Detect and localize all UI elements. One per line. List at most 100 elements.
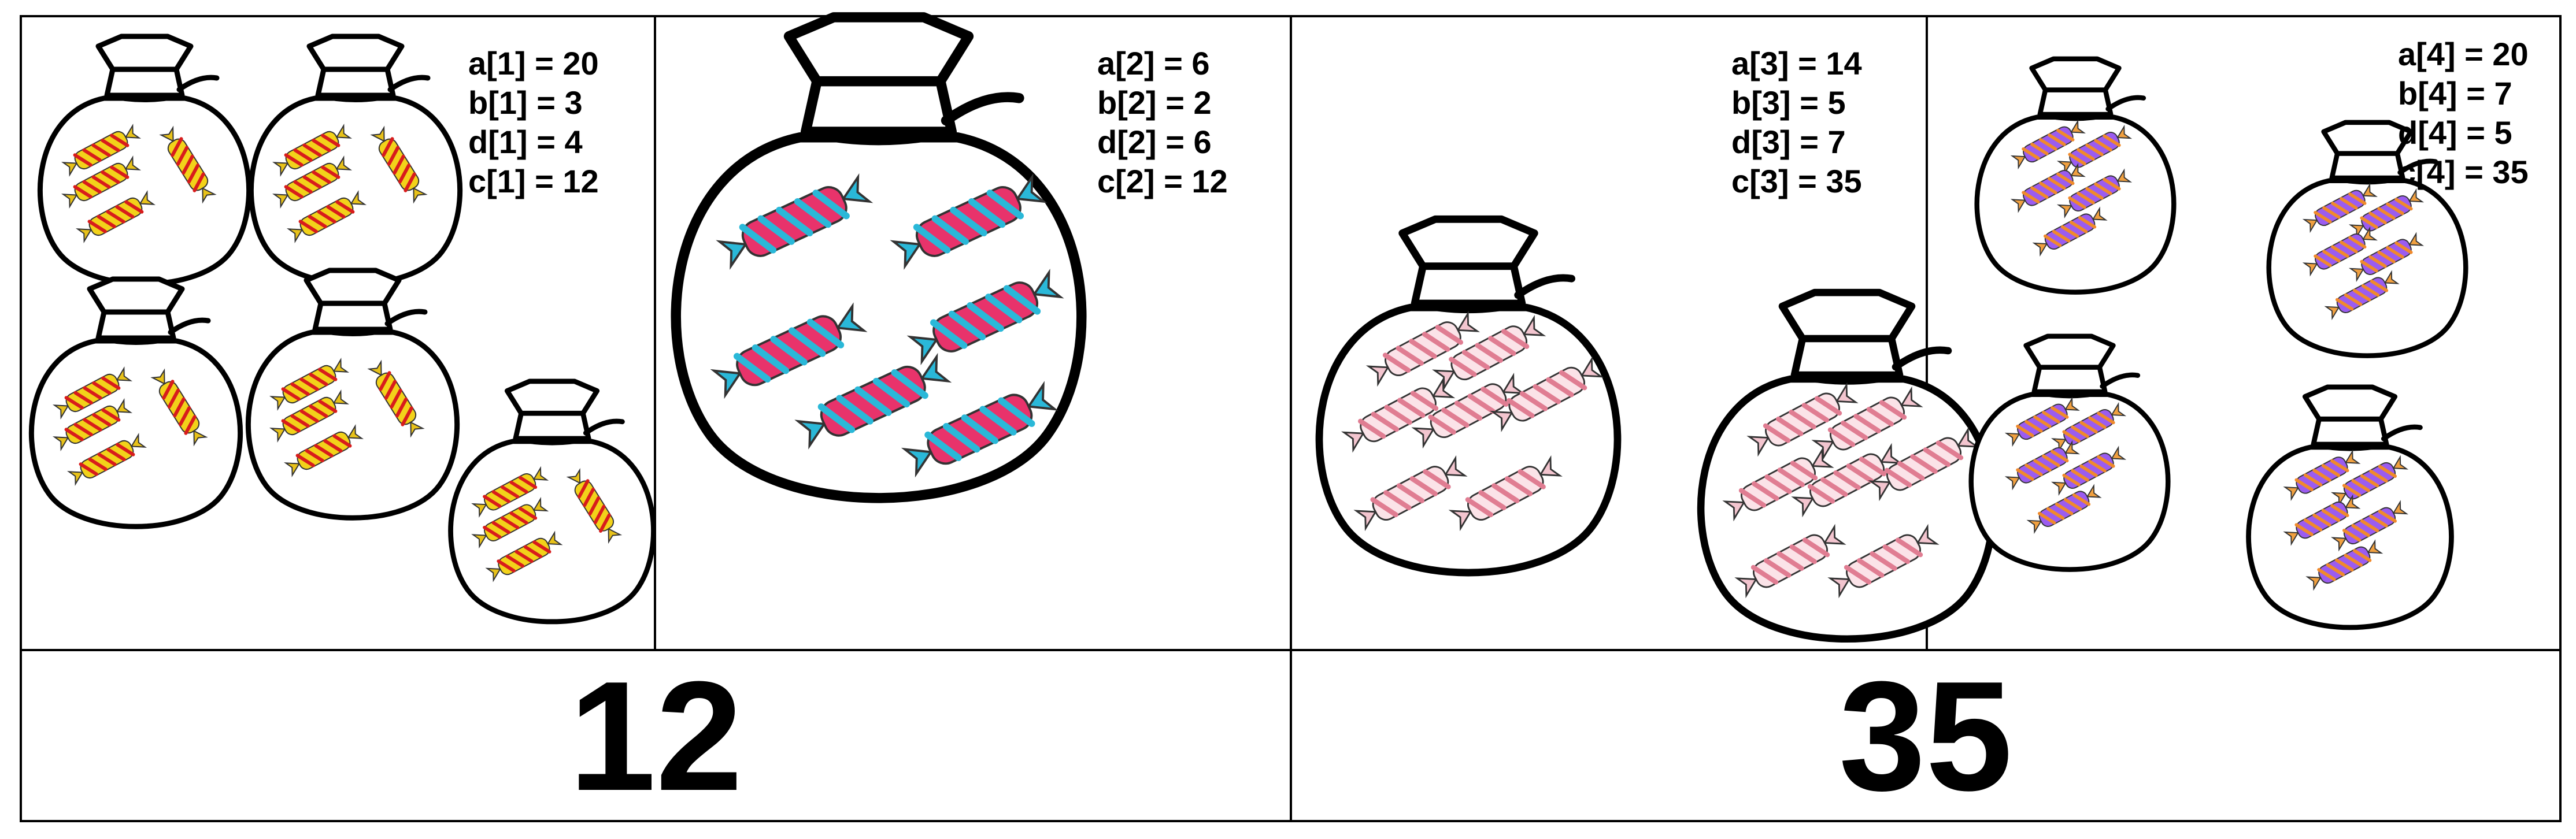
- candy-stripe: [309, 372, 328, 387]
- bag-p1-5: [448, 378, 656, 625]
- candy-stripe: [2063, 498, 2082, 511]
- candy-wrap-right: [124, 124, 142, 139]
- candy-wrap-left: [1868, 480, 1892, 502]
- candy-stripe: [2079, 421, 2098, 434]
- candy-stripe: [2368, 255, 2387, 268]
- candy-wrap-left: [150, 368, 165, 385]
- candy: [794, 352, 952, 450]
- candy-wrap-right: [1835, 382, 1859, 403]
- label-d4: d[4] = 5: [2398, 114, 2512, 151]
- candy-stripe: [854, 386, 892, 416]
- candy-stripe: [483, 525, 502, 539]
- candy: [286, 190, 367, 243]
- candy-stripe: [2335, 298, 2354, 311]
- panel-1-labels: a[1] = 20 b[1] = 3 d[1] = 4 c[1] = 12: [468, 44, 599, 201]
- candy-stripe: [2330, 504, 2349, 517]
- candy-stripe: [2039, 181, 2057, 195]
- candy-stripe: [2369, 514, 2388, 528]
- answer-right: 35: [1838, 649, 2013, 823]
- candy-stripe: [404, 172, 416, 192]
- candy-stripe: [924, 431, 962, 462]
- candy-stripe: [162, 380, 175, 400]
- candy-stripe: [2386, 202, 2404, 216]
- candy-wrap-right: [1916, 524, 1940, 545]
- candy-stripe: [2037, 511, 2056, 525]
- candy-stripe: [967, 302, 1004, 332]
- candy-stripe: [2394, 241, 2413, 254]
- candy-stripe: [2348, 236, 2367, 249]
- candy-stripe: [1827, 427, 1856, 447]
- candy-stripe: [2016, 468, 2034, 481]
- candy: [2348, 188, 2425, 239]
- candy-stripe: [483, 495, 502, 508]
- candy-stripe: [106, 447, 126, 462]
- candy-stripe: [2360, 259, 2378, 273]
- candy-wrap-right: [2064, 440, 2080, 455]
- bags-layer: [28, 12, 2468, 643]
- bag-tie: [1413, 299, 1523, 314]
- candy-wrap-left: [2051, 438, 2067, 452]
- candy-stripe: [2360, 519, 2379, 533]
- candy: [471, 466, 549, 518]
- label-b3: b[3] = 5: [1731, 84, 1846, 121]
- candy-stripe: [752, 344, 790, 374]
- candy-stripe: [497, 559, 516, 573]
- candy-wrap-right: [350, 190, 367, 205]
- candy-stripe: [2079, 464, 2098, 477]
- candy-wrap-right: [2116, 124, 2133, 139]
- candy-stripe: [1802, 537, 1830, 558]
- candy-stripe: [2351, 524, 2370, 537]
- candy: [1811, 386, 1923, 461]
- candy-stripe: [312, 138, 331, 153]
- candy-stripe: [290, 414, 310, 428]
- candy: [890, 173, 1048, 270]
- candy-stripe: [2072, 493, 2091, 506]
- candy-stripe: [2342, 484, 2362, 497]
- candy-wrap-right: [1502, 373, 1526, 394]
- candy-stripe: [1923, 447, 1950, 467]
- candy: [566, 468, 623, 544]
- candy-wrap-right: [413, 187, 428, 204]
- candy-stripe: [87, 220, 107, 233]
- candy-stripe: [2097, 455, 2115, 468]
- candy-stripe: [171, 137, 183, 157]
- candy-wrap-left: [716, 240, 748, 270]
- bag-tie: [2312, 441, 2388, 451]
- candy: [2302, 183, 2378, 233]
- candy-stripe: [2077, 148, 2095, 161]
- candy-stripe: [509, 511, 528, 525]
- bag-tie: [314, 326, 391, 336]
- candy-wrap-right: [532, 497, 549, 512]
- candy-stripe: [794, 198, 832, 228]
- candy-stripe: [1397, 398, 1426, 418]
- candy-stripe: [110, 165, 129, 179]
- label-a3: a[3] = 14: [1731, 45, 1862, 81]
- candy-stripe: [979, 406, 1017, 436]
- candy-stripe: [599, 513, 611, 533]
- candy-stripe: [2056, 172, 2075, 185]
- candy-stripe: [1807, 484, 1835, 504]
- bag-neck: [2037, 89, 2114, 117]
- candy-stripe: [501, 516, 520, 529]
- candy-wrap-right: [1026, 381, 1058, 411]
- candy: [272, 124, 353, 177]
- candy-stripe: [2048, 177, 2066, 190]
- candy-stripe: [1859, 456, 1887, 477]
- candy-stripe: [387, 146, 400, 166]
- candy-stripe: [1371, 411, 1400, 432]
- candy-wrap-left: [2026, 519, 2042, 534]
- candy-wrap-right: [124, 155, 142, 170]
- candy-stripe: [1357, 418, 1386, 439]
- candy-stripe: [1882, 544, 1910, 565]
- candy-stripe: [2048, 133, 2066, 146]
- label-d3: d[3] = 7: [1731, 124, 1846, 160]
- candy-stripe: [299, 377, 319, 391]
- candy: [272, 155, 353, 209]
- candy-stripe: [101, 376, 121, 390]
- candy: [1448, 455, 1563, 532]
- candy-stripe: [789, 327, 826, 357]
- candy-stripe: [2033, 415, 2052, 428]
- candy-wrap-right: [2116, 168, 2133, 183]
- candy-wrap-left: [2283, 531, 2299, 546]
- candy-stripe: [302, 143, 322, 157]
